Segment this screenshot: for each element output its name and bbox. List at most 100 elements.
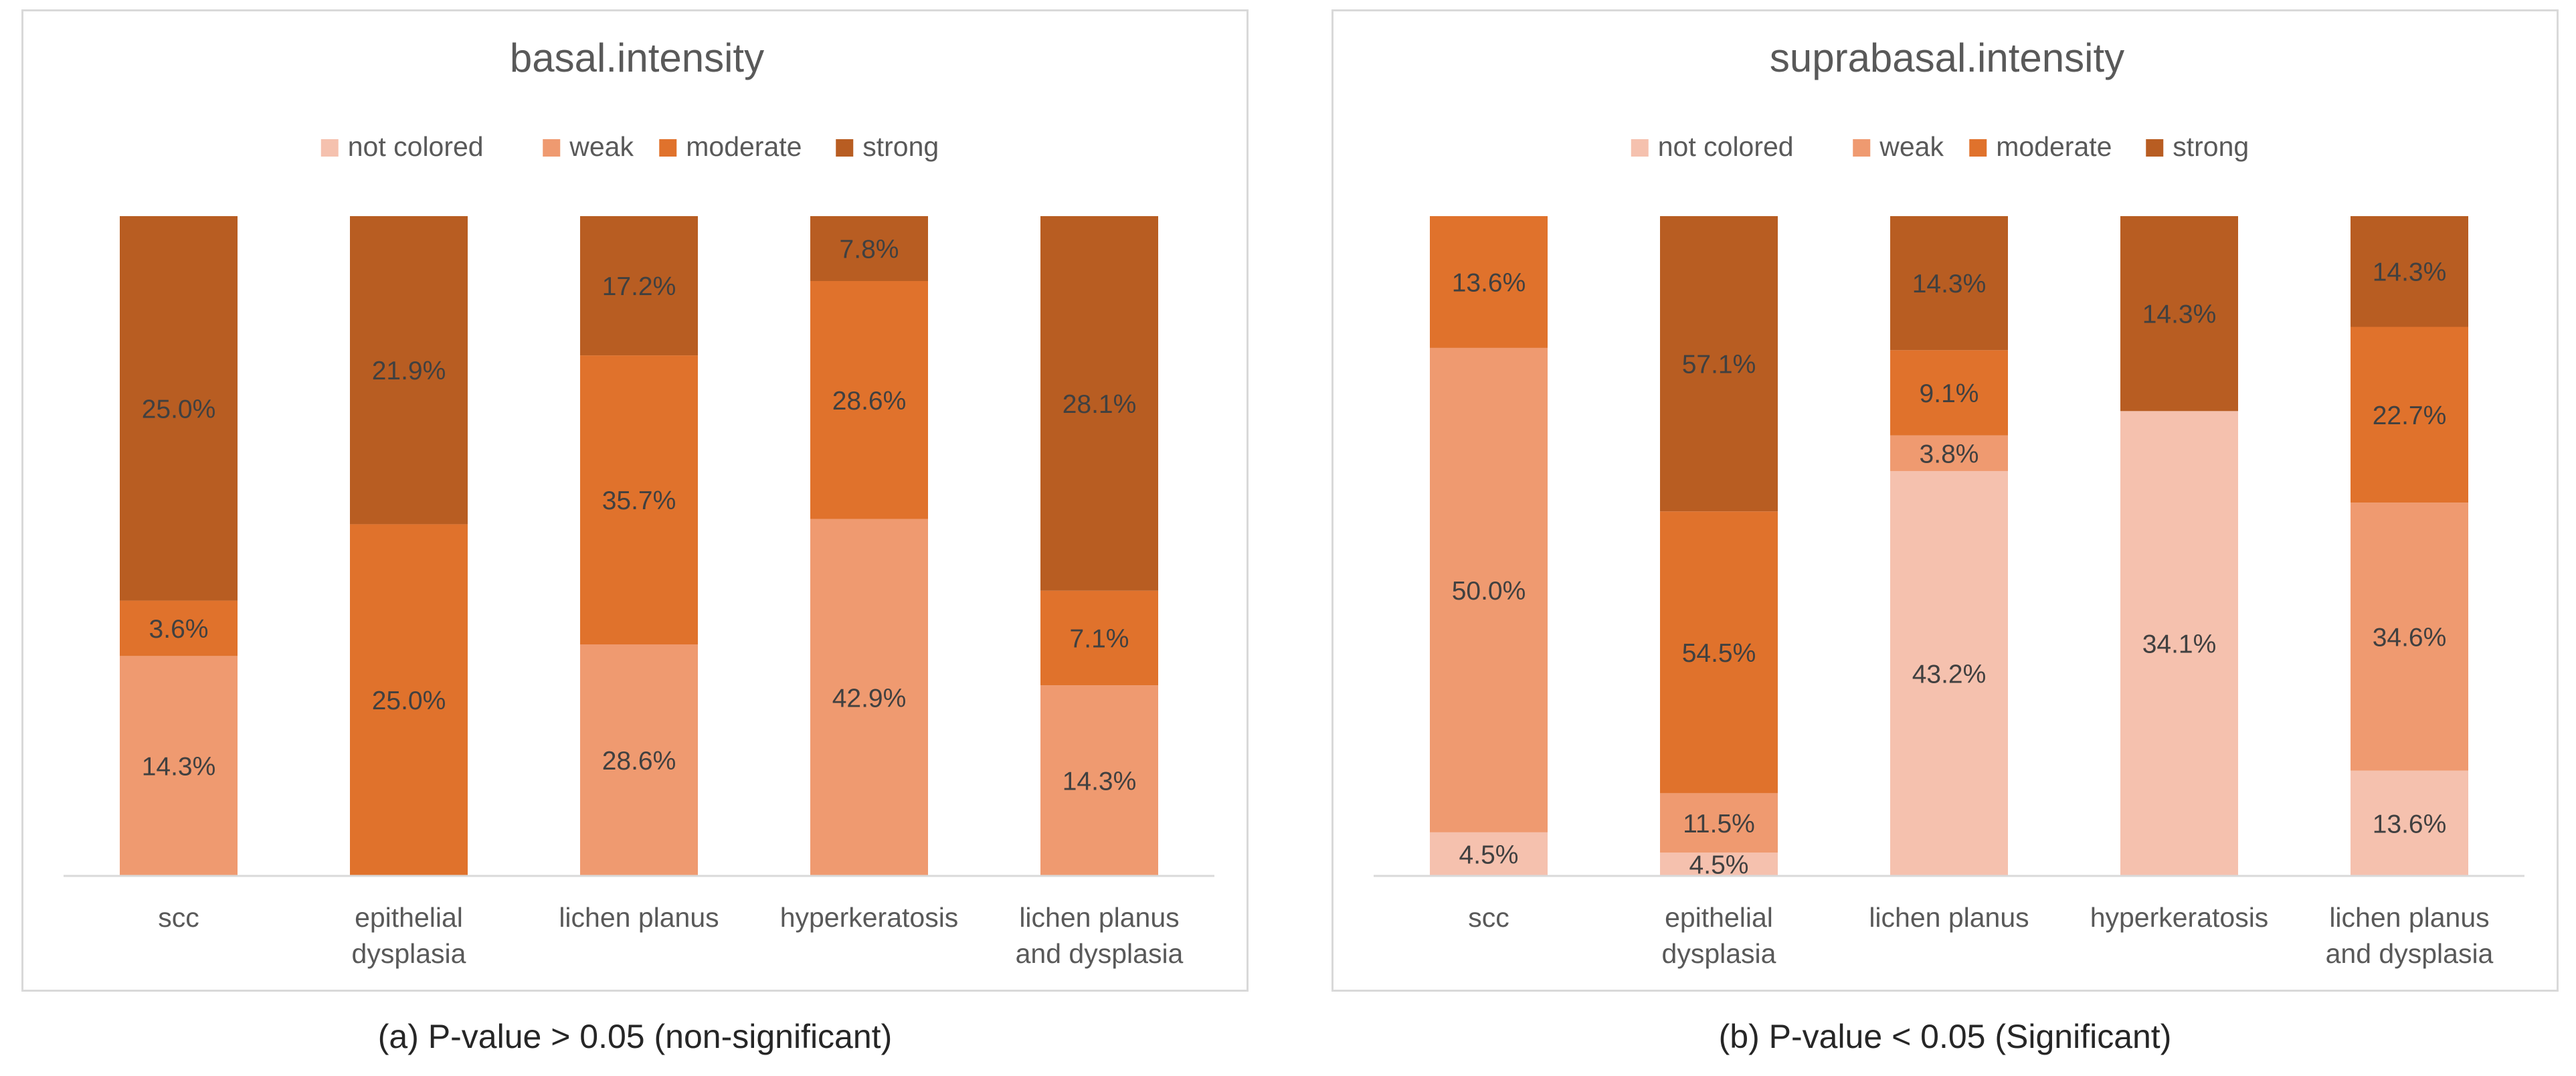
- data-label: 35.7%: [602, 486, 676, 515]
- bar-segment-moderate: [810, 280, 928, 519]
- data-label: 34.6%: [2373, 623, 2447, 652]
- legend-item-not-colored: not colored: [320, 131, 484, 162]
- bar-segment-weak: [1890, 435, 2008, 471]
- bar-segment-moderate: [1890, 350, 2008, 436]
- data-label: 43.2%: [1912, 660, 1987, 689]
- bar-segment-strong: [2120, 216, 2238, 412]
- legend-swatch: [543, 139, 561, 157]
- chart-panel-suprabasal: suprabasal.intensity not colored weak moder…: [1331, 9, 2559, 992]
- bar-segment-moderate: [120, 600, 238, 656]
- data-label: 21.9%: [372, 357, 446, 385]
- bar-segment-moderate: [580, 355, 698, 644]
- x-tick-label: and dysplasia: [1016, 938, 1184, 969]
- x-tick-label: lichen planus: [1019, 902, 1179, 933]
- data-label: 25.0%: [372, 687, 446, 715]
- legend-item-strong: strong: [2146, 131, 2249, 162]
- chart-title: suprabasal.intensity: [1770, 35, 2124, 80]
- data-label: 7.8%: [840, 235, 899, 264]
- legend-item-not-colored: not colored: [1631, 131, 1794, 162]
- data-label: 28.6%: [832, 387, 907, 416]
- data-label: 3.6%: [149, 615, 209, 644]
- data-label: 4.5%: [1459, 840, 1519, 869]
- legend-item-moderate: moderate: [1969, 131, 2112, 162]
- bar-segment-strong: [2351, 216, 2468, 327]
- data-label: 9.1%: [1920, 379, 1979, 408]
- data-label: 54.5%: [1682, 639, 1756, 668]
- x-tick-label: lichen planus: [1869, 902, 2029, 933]
- bar-segment-not-colored: [2351, 770, 2468, 876]
- x-tick-label: hyperkeratosis: [2090, 902, 2269, 933]
- data-label: 34.1%: [2142, 630, 2217, 659]
- legend-item-weak: weak: [543, 131, 634, 162]
- data-label: 14.3%: [2373, 258, 2447, 287]
- data-label: 14.3%: [2142, 300, 2217, 329]
- data-label: 57.1%: [1682, 351, 1756, 379]
- x-tick-label: hyperkeratosis: [780, 902, 959, 933]
- legend-swatch: [320, 139, 339, 157]
- chart-panel-basal: basal.intensity not colored weak moderate st…: [21, 9, 1249, 992]
- bar-segment-weak: [580, 644, 698, 876]
- bar-segment-not-colored: [1890, 470, 2008, 876]
- x-tick-label: epithelial: [1665, 902, 1773, 933]
- data-label: 3.8%: [1920, 440, 1979, 468]
- legend-swatch: [1853, 139, 1871, 157]
- chart-suprabasal-intensity: suprabasal.intensity not colored weak moder…: [1374, 35, 2524, 969]
- data-label: 17.2%: [602, 272, 676, 301]
- chart-basal-intensity: basal.intensity not colored weak moderate st…: [64, 35, 1214, 969]
- bar-segment-weak: [120, 656, 238, 876]
- data-label: 28.6%: [602, 747, 676, 776]
- bar-segment-weak: [1660, 793, 1778, 853]
- data-label: 14.3%: [1063, 768, 1137, 796]
- bar-segment-weak: [1430, 347, 1548, 832]
- legend-item-moderate: moderate: [659, 131, 802, 162]
- bar-segment-moderate: [2351, 327, 2468, 503]
- data-label: 50.0%: [1452, 577, 1526, 606]
- caption-b: (b) P-value < 0.05 (Significant): [1718, 1018, 2172, 1055]
- bar-segment-weak: [2351, 503, 2468, 771]
- legend-label: strong: [2173, 131, 2249, 162]
- legend-label: moderate: [686, 131, 802, 162]
- chart-title: basal.intensity: [510, 35, 764, 80]
- bar-segment-weak: [1040, 685, 1158, 876]
- legend-label: weak: [1879, 131, 1944, 162]
- bar-segment-not-colored: [1430, 832, 1548, 876]
- bar-segment-strong: [120, 216, 238, 601]
- bar-segment-moderate: [1430, 216, 1548, 348]
- legend-item-weak: weak: [1853, 131, 1944, 162]
- data-label: 22.7%: [2373, 401, 2447, 430]
- bar-segment-not-colored: [2120, 411, 2238, 876]
- bar-segment-weak: [810, 519, 928, 876]
- bar-segment-strong: [810, 216, 928, 281]
- bar-segment-strong: [580, 216, 698, 356]
- data-label: 25.0%: [142, 395, 216, 424]
- bar-segment-strong: [1660, 216, 1778, 512]
- legend-label: weak: [569, 131, 634, 162]
- legend-swatch: [2146, 139, 2164, 157]
- x-tick-label: dysplasia: [1662, 938, 1776, 969]
- bar-segment-moderate: [1660, 511, 1778, 794]
- legend-swatch: [836, 139, 854, 157]
- legend-label: moderate: [1996, 131, 2112, 162]
- x-tick-label: scc: [1468, 902, 1509, 933]
- data-label: 11.5%: [1683, 810, 1755, 838]
- bar-segment-strong: [1040, 216, 1158, 591]
- caption-a: (a) P-value > 0.05 (non-significant): [377, 1018, 893, 1055]
- data-label: 13.6%: [1452, 268, 1526, 297]
- bar-segment-strong: [350, 216, 468, 525]
- x-tick-label: and dysplasia: [2326, 938, 2494, 969]
- legend-label: not colored: [348, 131, 484, 162]
- data-label: 4.5%: [1689, 851, 1749, 880]
- x-tick-label: dysplasia: [352, 938, 466, 969]
- data-label: 42.9%: [832, 684, 907, 713]
- x-tick-label: lichen planus: [2329, 902, 2489, 933]
- x-tick-label: epithelial: [355, 902, 463, 933]
- legend-swatch: [659, 139, 677, 157]
- legend-swatch: [1969, 139, 1987, 157]
- data-label: 14.3%: [1912, 270, 1987, 298]
- data-label: 7.1%: [1070, 624, 1129, 653]
- x-tick-label: scc: [158, 902, 199, 933]
- data-label: 13.6%: [2373, 810, 2447, 838]
- bar-segment-not-colored: [1660, 853, 1778, 876]
- bar-segment-strong: [1890, 216, 2008, 351]
- bar-segment-moderate: [350, 524, 468, 876]
